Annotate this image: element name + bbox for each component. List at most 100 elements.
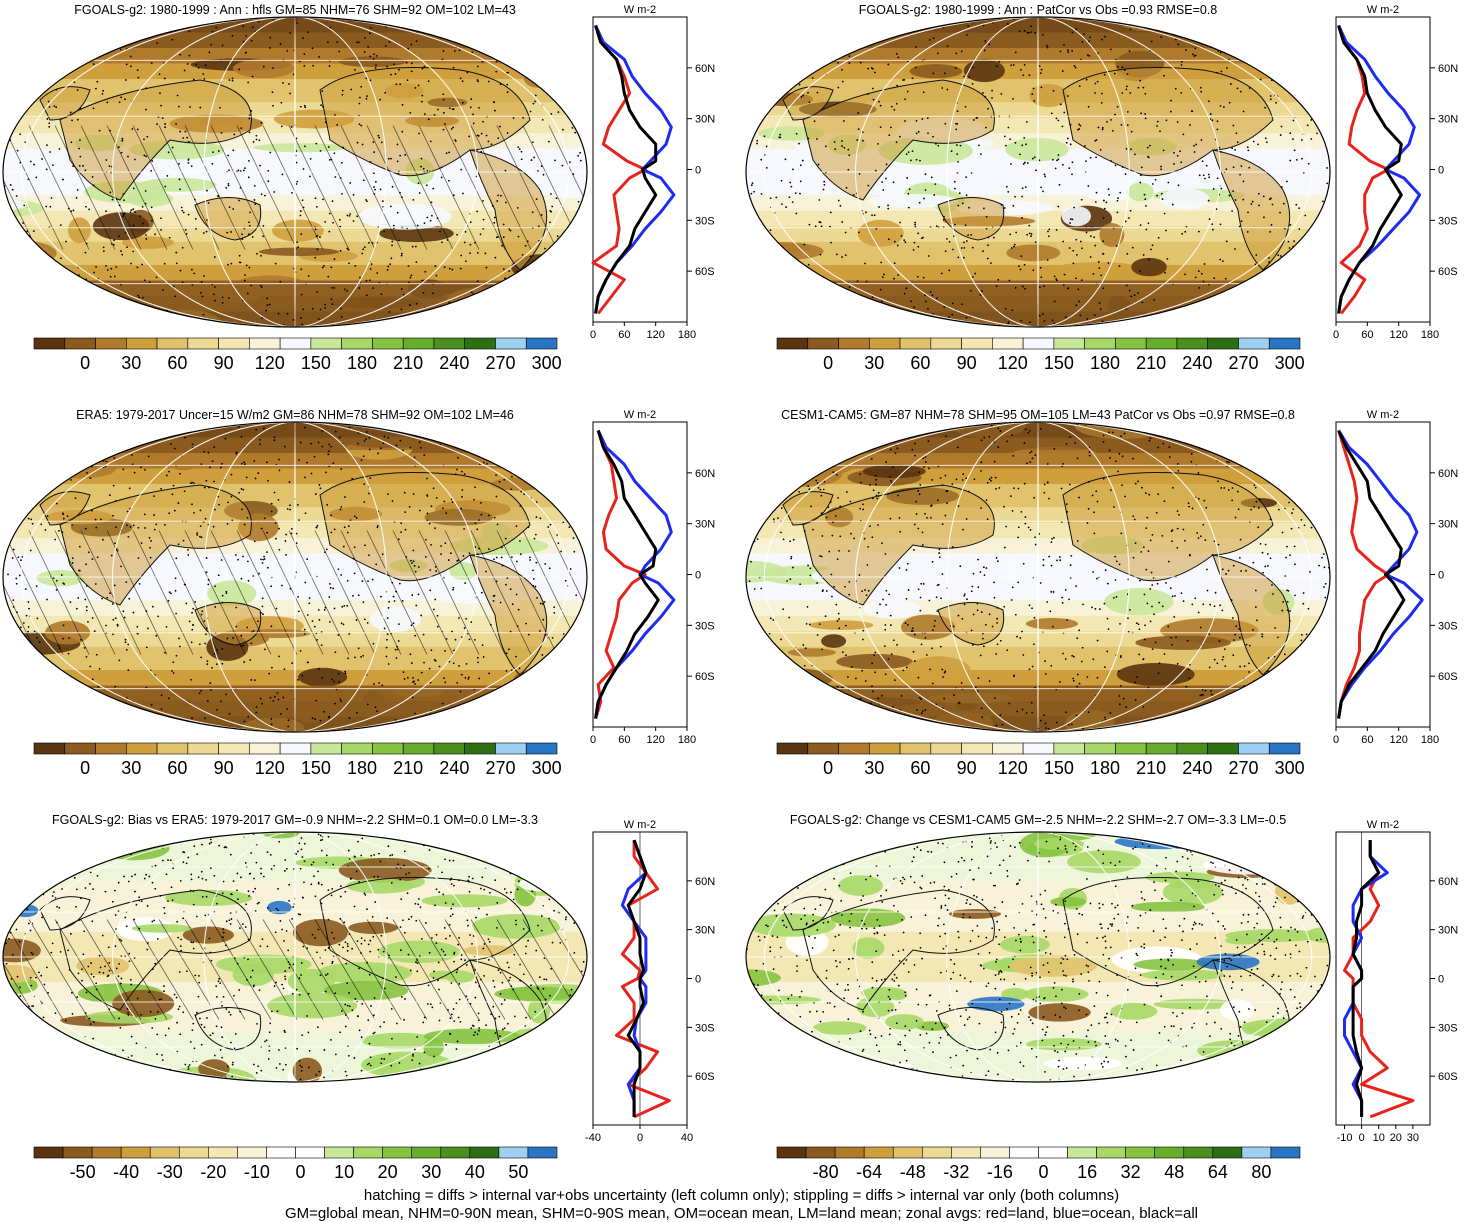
lat-tick-label: 0 [1438, 570, 1444, 582]
colorbar-tick-label: 30 [864, 353, 884, 373]
colorbar-tick-label: 30 [421, 1162, 441, 1182]
colorbar-tick-label: 300 [1275, 353, 1305, 373]
colorbar-swatch [325, 1147, 354, 1158]
colorbar-tick-label: 16 [1077, 1162, 1097, 1182]
lat-tick-label: 0 [695, 974, 701, 986]
map-field [743, 412, 1361, 740]
colorbar-swatch [121, 1147, 150, 1158]
lat-tick-label: 30N [1438, 519, 1458, 531]
colorbar-swatch [372, 743, 403, 754]
panel-era5: ERA5: 1979-2017 Uncer=15 W/m2 GM=86 NHM=… [0, 405, 740, 810]
colorbar-swatch [1146, 743, 1177, 754]
zonal-x-tick-label: 0 [1333, 734, 1339, 746]
panel-cesm1-cam5: CESM1-CAM5: GM=87 NHM=78 SHM=95 OM=105 L… [743, 405, 1483, 810]
panel-title: FGOALS-g2: 1980-1999 : Ann : PatCor vs O… [859, 3, 1218, 17]
colorbar-tick-label: 0 [295, 1162, 305, 1182]
panel-title: ERA5: 1979-2017 Uncer=15 W/m2 GM=86 NHM=… [76, 408, 514, 422]
colorbar-swatch [839, 743, 870, 754]
colorbar-swatch [219, 338, 250, 349]
lat-tick-label: 60S [695, 266, 715, 278]
colorbar-swatch [951, 1147, 980, 1158]
colorbar-swatch [219, 743, 250, 754]
colorbar-swatch [839, 338, 870, 349]
colorbar-swatch [1177, 338, 1208, 349]
colorbar-swatch [34, 1147, 63, 1158]
zonal-unit-label: W m-2 [624, 409, 656, 421]
zonal-series-land [1345, 840, 1413, 1117]
lat-tick-label: 0 [695, 570, 701, 582]
colorbar-swatch [777, 743, 808, 754]
zonal-x-tick-label: 60 [1361, 329, 1373, 341]
zonal-unit-label: W m-2 [1367, 409, 1399, 421]
colorbar-swatch [1085, 743, 1116, 754]
colorbar-tick-label: 210 [393, 758, 423, 778]
colorbar-swatch [1238, 743, 1269, 754]
map-field [743, 827, 1353, 1092]
colorbar-tick-label: 0 [823, 758, 833, 778]
lat-tick-label: 30S [695, 215, 715, 227]
colorbar-swatch [864, 1147, 893, 1158]
colorbar-tick-label: 0 [80, 758, 90, 778]
colorbar-swatch [342, 338, 373, 349]
colorbar-tick-label: 150 [301, 353, 331, 373]
zonal-series-land [1339, 26, 1389, 314]
colorbar-swatch [208, 1147, 237, 1158]
colorbar-tick-label: 150 [1044, 758, 1074, 778]
zonal-x-tick-label: 60 [618, 329, 630, 341]
zonal-x-tick-label: 0 [637, 1132, 643, 1144]
colorbar-tick-label: 240 [439, 758, 469, 778]
lat-tick-label: 0 [1438, 974, 1444, 986]
lat-tick-label: 60S [1438, 671, 1458, 683]
zonal-x-tick-label: 180 [678, 734, 696, 746]
colorbar-swatch [157, 338, 188, 349]
colorbar-swatch [1097, 1147, 1126, 1158]
lat-tick-label: 60S [1438, 266, 1458, 278]
colorbar-swatch [342, 743, 373, 754]
colorbar-tick-label: 270 [1228, 353, 1258, 373]
colorbar-tick-label: 240 [1182, 758, 1212, 778]
zonal-unit-label: W m-2 [624, 4, 656, 16]
lat-tick-label: 30N [695, 114, 715, 126]
colorbar-tick-label: 10 [334, 1162, 354, 1182]
zonal-x-tick-label: 30 [1407, 1132, 1419, 1144]
zonal-x-tick-label: 60 [1361, 734, 1373, 746]
colorbar-tick-label: 50 [508, 1162, 528, 1182]
colorbar-tick-label: 90 [214, 353, 234, 373]
colorbar-tick-label: 150 [1044, 353, 1074, 373]
lat-tick-label: 60N [1438, 63, 1458, 75]
lat-tick-label: 0 [1438, 165, 1444, 177]
colorbar-swatch [1009, 1147, 1038, 1158]
colorbar-tick-label: 90 [214, 758, 234, 778]
colorbar-tick-label: 210 [393, 353, 423, 373]
colorbar-swatch [495, 743, 526, 754]
zonal-x-tick-label: -10 [1337, 1132, 1353, 1144]
zonal-x-tick-label: 0 [1359, 1132, 1365, 1144]
colorbar-tick-label: 210 [1136, 758, 1166, 778]
colorbar-tick-label: 240 [439, 353, 469, 373]
colorbar-tick-label: 120 [255, 353, 285, 373]
colorbar-swatch [372, 338, 403, 349]
lat-tick-label: 60N [695, 468, 715, 480]
colorbar-swatch [1242, 1147, 1271, 1158]
zonal-x-tick-label: 120 [1389, 329, 1407, 341]
colorbar-tick-label: -16 [987, 1162, 1013, 1182]
colorbar-tick-label: 48 [1164, 1162, 1184, 1182]
colorbar-swatch [992, 338, 1023, 349]
footer-line-2: GM=global mean, NHM=0-90N mean, SHM=0-90… [0, 1205, 1483, 1222]
zonal-x-tick-label: 180 [1421, 329, 1439, 341]
zonal-unit-label: W m-2 [624, 819, 656, 831]
colorbar-tick-label: 300 [532, 758, 562, 778]
colorbar-tick-label: 32 [1121, 1162, 1141, 1182]
colorbar-swatch [1023, 743, 1054, 754]
colorbar-tick-label: 270 [485, 758, 515, 778]
colorbar-swatch [441, 1147, 470, 1158]
colorbar-tick-label: -30 [157, 1162, 183, 1182]
colorbar-tick-label: -48 [900, 1162, 926, 1182]
colorbar-swatch [835, 1147, 864, 1158]
